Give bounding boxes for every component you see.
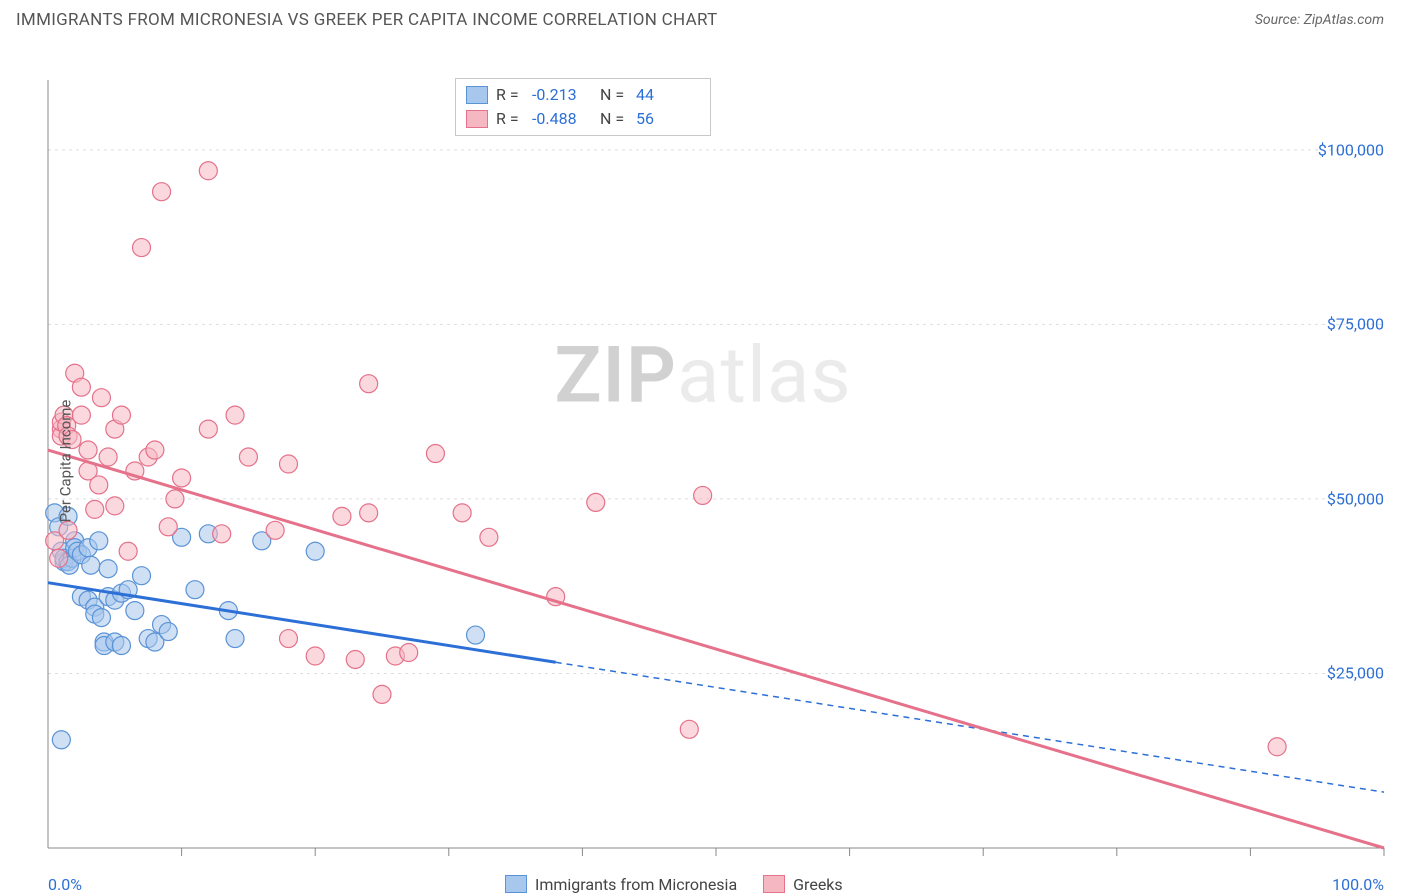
x-axis-max-label: 100.0% [1332,875,1384,894]
source-credit: Source: ZipAtlas.com [1255,12,1384,28]
swatch-series-1 [466,110,488,128]
y-tick-label: $100,000 [1318,140,1384,159]
legend-item-series-1: Greeks [763,875,843,894]
swatch-series-1-bottom [763,875,785,893]
x-axis-min-label: 0.0% [48,875,82,894]
correlation-legend: R = -0.213 N = 44 R = -0.488 N = 56 [455,78,711,136]
y-axis-label: Per Capita Income [56,400,74,523]
legend-row-series-0: R = -0.213 N = 44 [466,83,696,107]
legend-item-series-0: Immigrants from Micronesia [505,875,737,894]
swatch-series-0 [466,86,488,104]
chart-svg [0,36,1406,886]
y-tick-label: $75,000 [1327,315,1384,334]
legend-row-series-1: R = -0.488 N = 56 [466,107,696,131]
y-tick-label: $25,000 [1327,664,1384,683]
chart-title: IMMIGRANTS FROM MICRONESIA VS GREEK PER … [16,10,718,30]
y-tick-label: $50,000 [1327,489,1384,508]
chart-container: Per Capita Income ZIPatlas R = -0.213 N … [0,36,1406,886]
swatch-series-0-bottom [505,875,527,893]
